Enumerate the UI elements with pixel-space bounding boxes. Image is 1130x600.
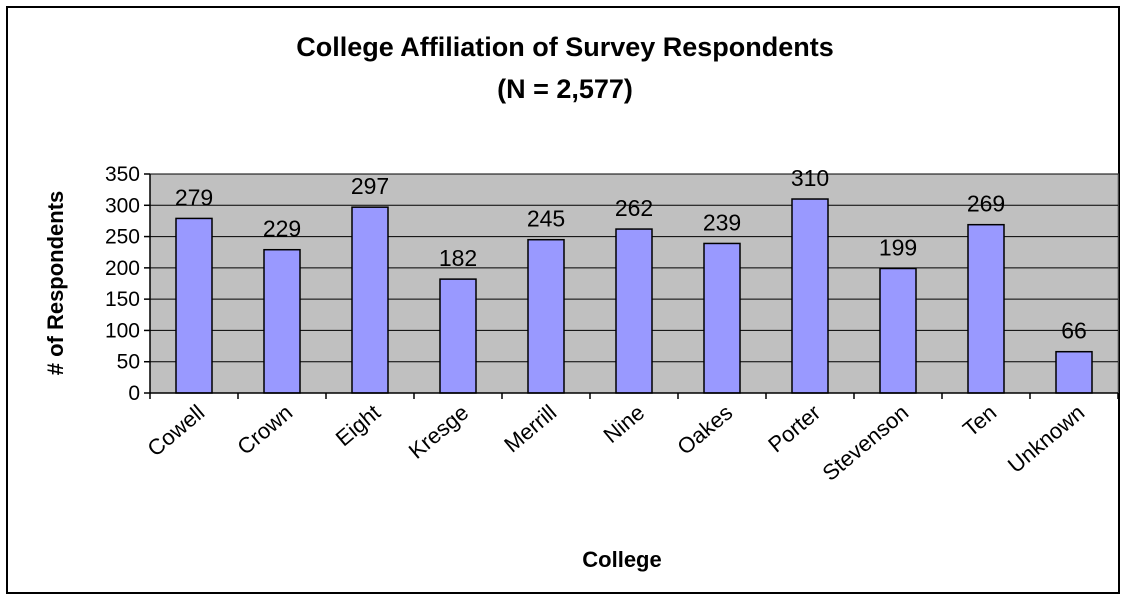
y-tick-label-350: 350 (105, 163, 140, 186)
x-category-label-oakes: Oakes (672, 400, 737, 460)
x-category-label-cowell: Cowell (143, 400, 210, 462)
data-label-cowell: 279 (175, 184, 213, 210)
data-label-crown: 229 (263, 216, 301, 242)
data-labels: 279 229 297 182 245 262 239 310 199 269 66 (175, 165, 1087, 344)
bar-unknown (1055, 350, 1093, 394)
x-category-label-unknown: Unknown (1003, 400, 1089, 478)
x-axis-title: College (582, 547, 661, 572)
data-label-porter: 310 (791, 165, 829, 191)
x-category-label-porter: Porter (763, 400, 825, 458)
y-tick-label-150: 150 (105, 288, 140, 311)
bar-oakes (703, 242, 741, 394)
y-tick-label-50: 50 (117, 351, 140, 374)
x-category-label-nine: Nine (598, 400, 649, 448)
x-category-label-crown: Crown (232, 400, 297, 460)
data-label-kresge: 182 (439, 245, 477, 271)
data-label-ten: 269 (967, 191, 1005, 217)
chart-title: College Affiliation of Survey Respondent… (296, 32, 834, 62)
bar-nine (615, 228, 653, 394)
bar-ten (967, 223, 1005, 394)
chart-subtitle: (N = 2,577) (497, 74, 633, 104)
x-category-label-kresge: Kresge (404, 400, 473, 464)
y-tick-label-0: 0 (128, 382, 140, 405)
x-category-label-merrill: Merrill (499, 400, 561, 458)
y-axis-title: # of Respondents (43, 191, 68, 376)
x-category-label-ten: Ten (958, 400, 1001, 442)
data-label-oakes: 239 (703, 209, 741, 235)
x-category-label-stevenson: Stevenson (817, 400, 913, 486)
y-tick-label-200: 200 (105, 257, 140, 280)
x-category-label-eight: Eight (331, 400, 385, 451)
bar-eight (351, 206, 389, 394)
axes (144, 173, 1119, 399)
data-label-eight: 297 (351, 173, 389, 199)
bars (175, 198, 1093, 394)
y-tick-label-250: 250 (105, 226, 140, 249)
bar-crown (263, 248, 301, 394)
data-label-merrill: 245 (527, 206, 565, 232)
data-label-nine: 262 (615, 195, 653, 221)
y-tick-labels: 0 50 100 150 200 250 300 350 (105, 163, 140, 405)
x-category-labels: Cowell Crown Eight Kresge Merrill Nine Oakes Po… (143, 400, 1090, 486)
y-tick-label-100: 100 (105, 319, 140, 342)
data-label-stevenson: 199 (879, 234, 917, 260)
bar-kresge (439, 278, 477, 394)
y-tick-label-300: 300 (105, 194, 140, 217)
bar-cowell (175, 217, 213, 394)
bar-merrill (527, 238, 565, 394)
bar-porter (791, 198, 829, 394)
bar-stevenson (879, 267, 917, 394)
data-label-unknown: 66 (1061, 318, 1087, 344)
